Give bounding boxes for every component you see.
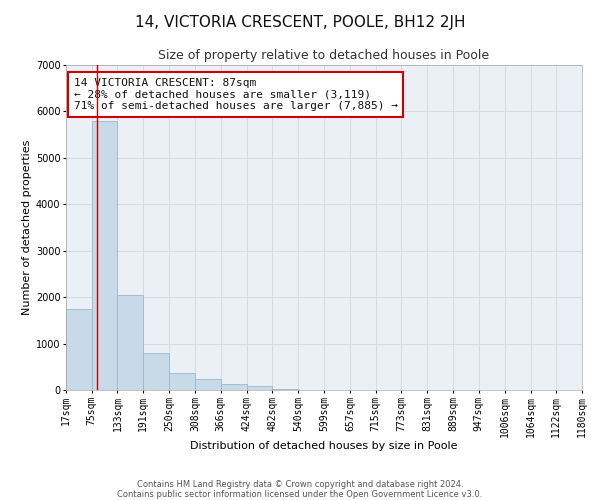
Bar [221, 384, 247, 390]
X-axis label: Distribution of detached houses by size in Poole: Distribution of detached houses by size … [190, 441, 458, 451]
Y-axis label: Number of detached properties: Number of detached properties [22, 140, 32, 315]
Bar [195, 380, 221, 390]
Title: Size of property relative to detached houses in Poole: Size of property relative to detached ho… [158, 50, 490, 62]
Text: Contains HM Land Registry data © Crown copyright and database right 2024.
Contai: Contains HM Land Registry data © Crown c… [118, 480, 482, 499]
Text: 14, VICTORIA CRESCENT, POOLE, BH12 2JH: 14, VICTORIA CRESCENT, POOLE, BH12 2JH [135, 15, 465, 30]
Bar [92, 120, 118, 390]
Text: 14 VICTORIA CRESCENT: 87sqm
← 28% of detached houses are smaller (3,119)
71% of : 14 VICTORIA CRESCENT: 87sqm ← 28% of det… [74, 78, 398, 111]
Bar [169, 373, 195, 390]
Bar [272, 389, 298, 390]
Bar [118, 295, 143, 390]
Bar [66, 308, 92, 390]
Bar [143, 353, 169, 390]
Bar [247, 386, 272, 390]
